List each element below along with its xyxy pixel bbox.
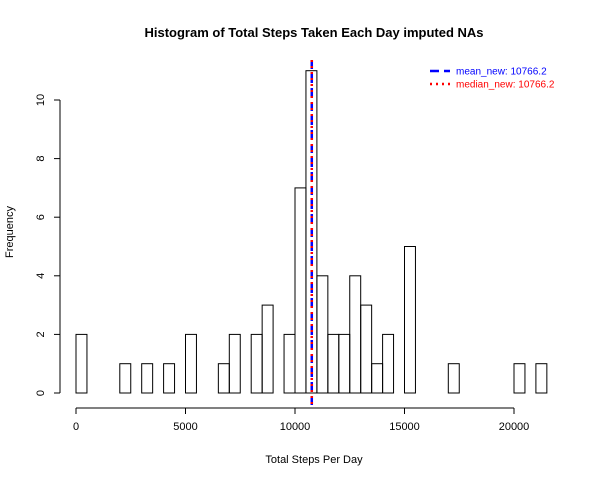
histogram-bar: [338, 333, 351, 394]
histogram-bar: [305, 70, 318, 394]
histogram-bar: [250, 333, 263, 394]
x-tick-label: 10000: [280, 421, 311, 433]
histogram-bar: [513, 363, 526, 394]
chart-title: Histogram of Total Steps Taken Each Day …: [144, 25, 483, 40]
histogram-bar: [283, 333, 296, 394]
y-tick-label: 2: [35, 331, 47, 337]
legend-label: median_new: 10766.2: [456, 80, 555, 91]
histogram-bar: [360, 304, 373, 394]
bars-group: [75, 70, 548, 394]
histogram-bar: [371, 363, 384, 394]
histogram-bar: [327, 333, 340, 394]
y-axis: 0 2 4 6 8 10: [35, 94, 61, 396]
y-tick-label: 8: [35, 156, 47, 162]
y-tick-label: 0: [35, 390, 47, 396]
histogram-bar: [163, 363, 176, 394]
y-tick-label: 10: [35, 94, 47, 106]
histogram-bar: [294, 187, 307, 394]
histogram-bar: [119, 363, 132, 394]
y-axis-label: Frequency: [4, 206, 16, 258]
histogram-bar: [185, 333, 197, 394]
y-tick-label: 6: [35, 214, 47, 220]
histogram-bar: [141, 363, 154, 394]
histogram-bar: [404, 246, 416, 394]
x-axis-label: Total Steps Per Day: [265, 454, 363, 466]
histogram-bar: [316, 275, 329, 394]
x-tick-label: 5000: [173, 421, 197, 433]
histogram-bar: [261, 304, 274, 394]
x-tick-label: 0: [73, 421, 79, 433]
histogram-bar: [75, 333, 88, 394]
histogram-bar: [228, 333, 241, 394]
histogram-bar: [447, 363, 460, 394]
legend: mean_new: 10766.2 median_new: 10766.2: [430, 67, 555, 91]
legend-label: mean_new: 10766.2: [456, 67, 547, 78]
x-tick-label: 20000: [499, 421, 530, 433]
histogram-bar: [535, 363, 548, 394]
x-axis: 0 5000 10000 15000 20000: [73, 407, 530, 433]
y-tick-label: 4: [35, 273, 47, 279]
x-tick-label: 15000: [389, 421, 420, 433]
histogram-bar: [217, 363, 230, 394]
histogram-bar: [382, 333, 395, 394]
histogram-bar: [349, 275, 362, 394]
